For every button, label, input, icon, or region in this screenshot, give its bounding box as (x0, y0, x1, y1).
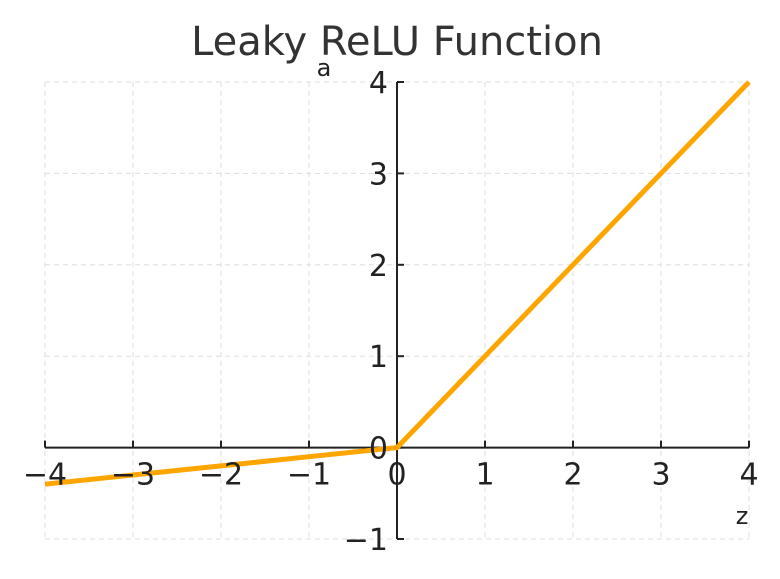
x-tick-label: −1 (287, 458, 331, 493)
y-tick-label: 2 (369, 249, 388, 284)
y-tick-label: 0 (369, 432, 388, 467)
series-layer (44, 80, 751, 487)
leaky-relu-line (44, 80, 751, 487)
x-tick-label: 1 (475, 458, 494, 493)
x-tick-label: 2 (563, 458, 582, 493)
x-tick-label: 3 (651, 458, 670, 493)
chart-title: Leaky ReLU Function (191, 19, 603, 65)
x-tick-label: −2 (199, 458, 243, 493)
tick-labels: −4 −3 −2 −1 0 1 2 3 4 −1 0 1 2 3 4 (23, 66, 759, 558)
x-tick-label: 0 (387, 458, 406, 493)
y-tick-label: −1 (344, 523, 388, 558)
y-axis-label: a (317, 54, 332, 82)
y-tick-label: 1 (369, 340, 388, 375)
y-tick-label: 3 (369, 157, 388, 192)
x-axis-label: z (736, 502, 749, 530)
x-tick-label: −3 (111, 458, 155, 493)
x-tick-label: −4 (23, 458, 67, 493)
x-tick-label: 4 (739, 458, 758, 493)
y-tick-label: 4 (369, 66, 388, 101)
